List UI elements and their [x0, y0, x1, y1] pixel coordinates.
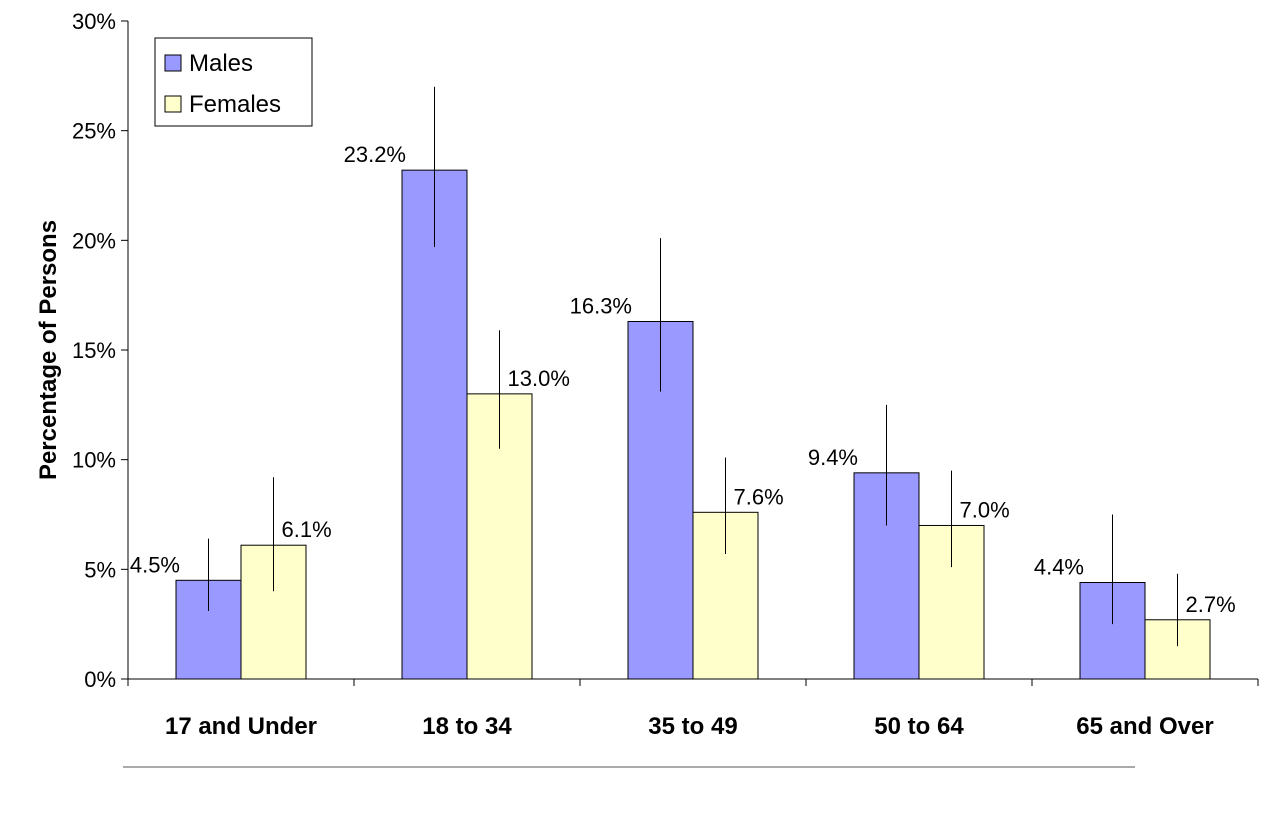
data-label-males: 4.4%	[1034, 554, 1084, 579]
data-label-females: 13.0%	[508, 366, 570, 391]
y-tick-label: 5%	[84, 557, 116, 582]
data-label-females: 2.7%	[1186, 592, 1236, 617]
x-tick-label: 50 to 64	[874, 713, 964, 740]
x-tick-label: 18 to 34	[422, 713, 512, 740]
legend-box	[154, 37, 313, 127]
y-tick-label: 0%	[84, 667, 116, 692]
y-tick-label: 10%	[72, 448, 116, 473]
bars	[175, 169, 1211, 680]
legend-swatch-males	[164, 54, 182, 72]
data-label-males: 4.5%	[130, 552, 180, 577]
y-tick-label: 30%	[72, 9, 116, 34]
legend-label-females: Females	[189, 91, 281, 118]
legend-swatch-females	[164, 95, 182, 113]
x-tick-label: 17 and Under	[165, 713, 317, 740]
data-label-females: 7.0%	[960, 497, 1010, 522]
data-label-males: 16.3%	[570, 293, 632, 318]
bar-males	[401, 169, 468, 680]
axes: 0% 5% 10% 15% 20% 25% 30% 17 and Under 18 to 34 3…	[72, 9, 1259, 740]
data-label-females: 7.6%	[734, 484, 784, 509]
error-bars	[208, 86, 1178, 647]
data-label-females: 6.1%	[282, 517, 332, 542]
data-label-males: 23.2%	[344, 142, 406, 167]
y-axis-label: Percentage of Persons	[35, 220, 62, 480]
x-tick-label: 35 to 49	[648, 713, 737, 740]
data-label-males: 9.4%	[808, 445, 858, 470]
x-tick-label: 65 and Over	[1076, 713, 1213, 740]
legend-label-males: Males	[189, 50, 253, 77]
y-tick-label: 15%	[72, 338, 116, 363]
y-tick-label: 25%	[72, 119, 116, 144]
data-labels: 4.5% 23.2% 16.3% 9.4% 4.4% 6.1% 13.0% 7.6% 7.0% 2…	[130, 142, 1236, 617]
y-tick-label: 20%	[72, 228, 116, 253]
legend: Males Females	[154, 37, 313, 127]
